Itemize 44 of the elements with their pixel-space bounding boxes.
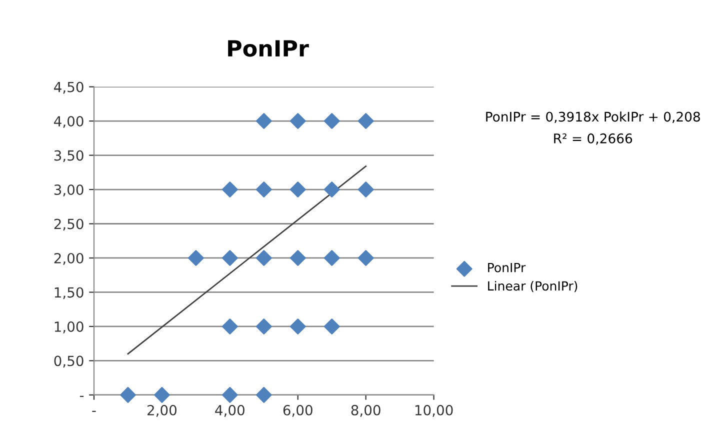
point bbox=[290, 318, 306, 334]
y-tick-label: 4,50 bbox=[54, 82, 84, 94]
text: PonIPr = 0,3918x PokIPr + 0,208 bbox=[486, 111, 700, 124]
point bbox=[222, 386, 238, 403]
x-tick-label: 6,00 bbox=[283, 404, 312, 417]
legend-label: Linear (PonIPr) bbox=[488, 280, 578, 292]
point bbox=[188, 250, 204, 266]
x-tick-label: 2,00 bbox=[148, 404, 176, 417]
point bbox=[256, 386, 272, 403]
x-tick-label: - bbox=[92, 410, 96, 412]
point bbox=[358, 113, 374, 130]
point bbox=[290, 250, 306, 266]
point bbox=[358, 182, 374, 198]
point bbox=[324, 113, 340, 130]
point bbox=[222, 182, 238, 198]
point bbox=[290, 182, 306, 198]
point bbox=[120, 386, 136, 403]
y-tick-label: 3,50 bbox=[54, 150, 84, 162]
y-tick-label: 1,00 bbox=[54, 321, 84, 334]
x-tick-label: 4,00 bbox=[215, 404, 244, 417]
y-tick-label: - bbox=[80, 396, 84, 397]
legend-label: PonIPr bbox=[488, 263, 526, 272]
y-tick-label: 0,50 bbox=[54, 356, 84, 368]
chart-title: PonIPr bbox=[228, 40, 309, 57]
y-tick-label: 4,00 bbox=[54, 116, 84, 128]
point bbox=[256, 250, 272, 266]
point bbox=[324, 318, 340, 334]
point bbox=[324, 250, 340, 266]
y-tick-label: 3,00 bbox=[54, 184, 84, 196]
point bbox=[222, 250, 238, 266]
point bbox=[290, 113, 306, 130]
point bbox=[154, 386, 170, 403]
x-tick-label: 8,00 bbox=[351, 404, 380, 417]
point bbox=[222, 318, 238, 334]
point bbox=[358, 250, 374, 266]
point bbox=[256, 182, 272, 198]
text: R² = 0,2666 bbox=[554, 133, 632, 145]
y-tick-label: 2,00 bbox=[54, 252, 84, 265]
point bbox=[324, 182, 340, 198]
x-tick-label: 10,00 bbox=[415, 404, 453, 417]
point bbox=[256, 113, 272, 130]
y-tick-label: 2,50 bbox=[54, 218, 84, 231]
y-tick-label: 1,50 bbox=[54, 287, 84, 300]
point bbox=[256, 318, 272, 334]
